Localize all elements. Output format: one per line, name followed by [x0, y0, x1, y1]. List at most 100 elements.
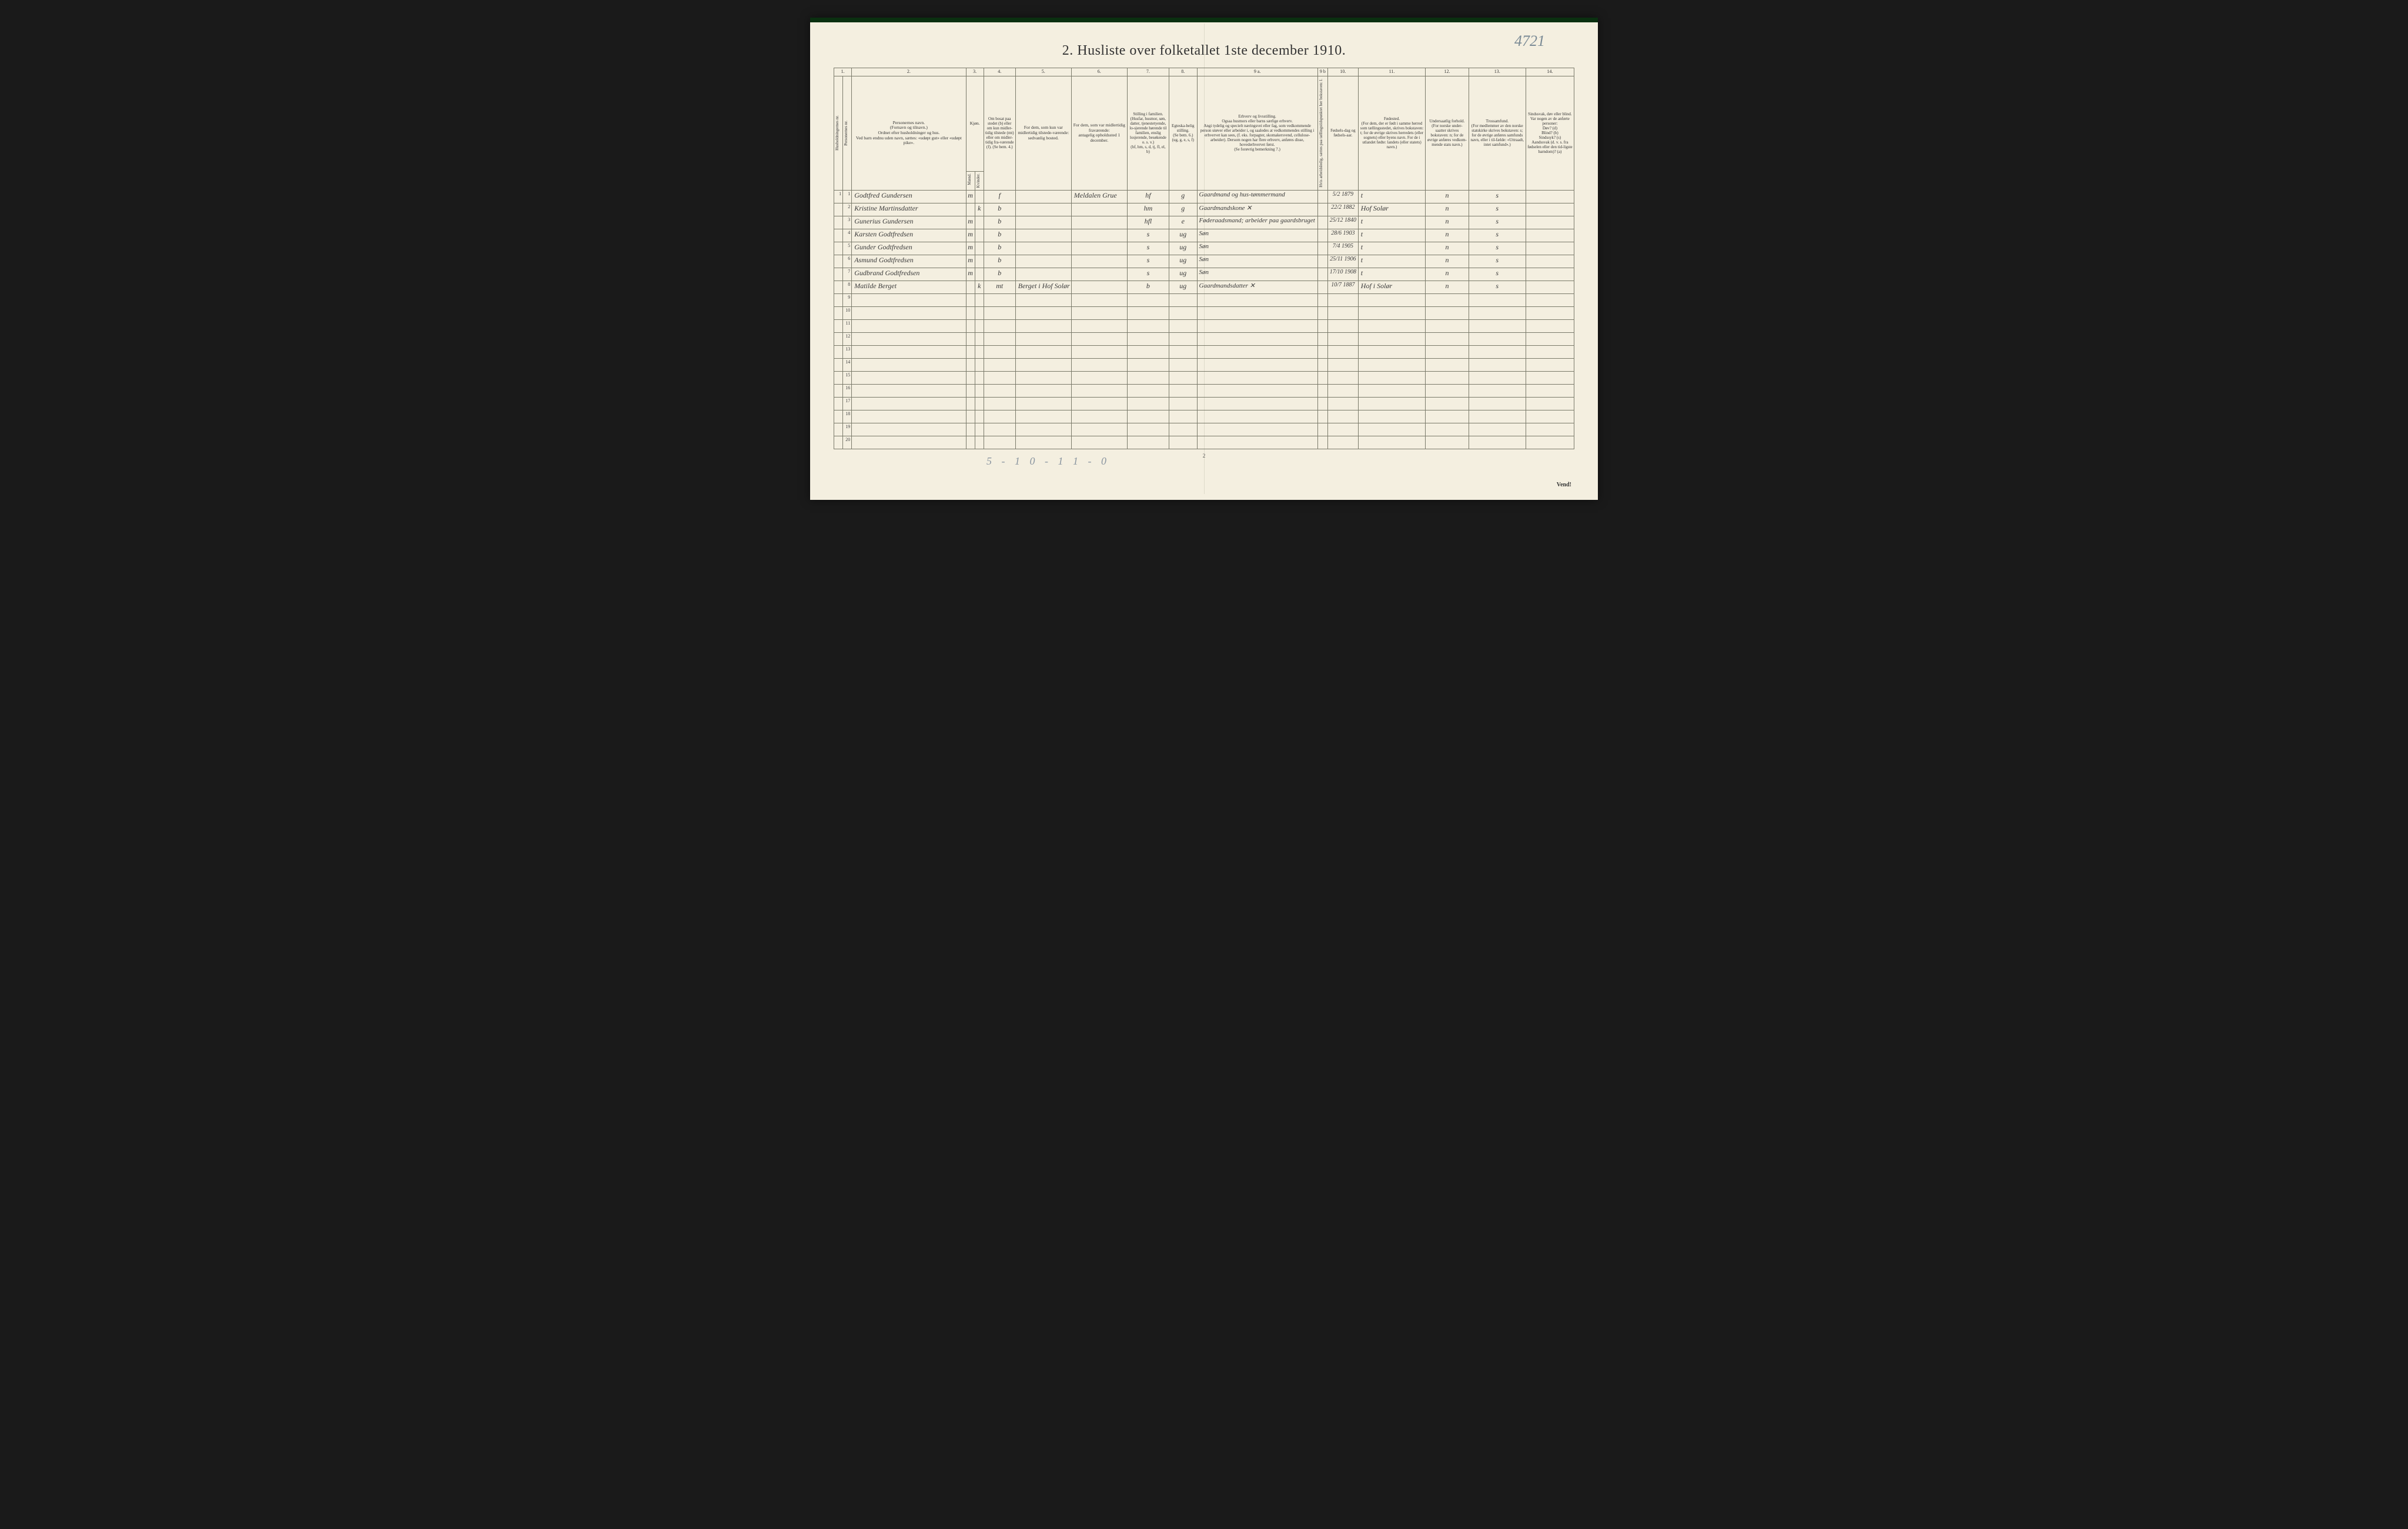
household-no	[834, 203, 843, 216]
colnum-12: 12.	[1426, 68, 1469, 76]
residence: b	[984, 216, 1015, 229]
head-person-no: Personernes nr.	[843, 76, 852, 191]
colnum-6: 6.	[1071, 68, 1127, 76]
sex-m: m	[966, 229, 975, 242]
nationality: n	[1426, 229, 1469, 242]
away-place: Meldalen Grue	[1071, 190, 1127, 203]
unemployed	[1317, 255, 1327, 268]
household-no	[834, 436, 843, 449]
household-no	[834, 281, 843, 293]
sex-m: m	[966, 242, 975, 255]
residence: b	[984, 203, 1015, 216]
birthdate: 17/10 1908	[1327, 268, 1358, 281]
religion: s	[1469, 281, 1526, 293]
residence: b	[984, 255, 1015, 268]
page-fold	[1204, 24, 1205, 494]
sex-k	[975, 255, 984, 268]
person-name: Kristine Martinsdatter	[852, 203, 966, 216]
unemployed	[1317, 190, 1327, 203]
person-no: 12	[843, 332, 852, 345]
person-no: 5	[843, 242, 852, 255]
person-name: Karsten Godtfredsen	[852, 229, 966, 242]
head-birthplace: Fødested. (For dem, der er født i samme …	[1358, 76, 1425, 191]
sex-m	[966, 203, 975, 216]
head-nationality: Undersaatlig forhold. (For norske under-…	[1426, 76, 1469, 191]
away-place	[1071, 203, 1127, 216]
person-no: 2	[843, 203, 852, 216]
person-no: 11	[843, 319, 852, 332]
person-name: Matilde Berget	[852, 281, 966, 293]
head-unemployed: Hvis arbeidsledig, sættes paa tællingsti…	[1317, 76, 1327, 191]
religion: s	[1469, 190, 1526, 203]
person-no: 4	[843, 229, 852, 242]
turn-over-label: Vend!	[1557, 482, 1571, 488]
infirmity	[1526, 203, 1574, 216]
sex-k: k	[975, 203, 984, 216]
colnum-1: 1.	[834, 68, 852, 76]
infirmity	[1526, 281, 1574, 293]
family-pos: s	[1127, 255, 1169, 268]
marital: ug	[1169, 229, 1198, 242]
away-place	[1071, 242, 1127, 255]
household-no	[834, 229, 843, 242]
birthplace: t	[1358, 229, 1425, 242]
infirmity	[1526, 242, 1574, 255]
occupation: Gaardmandsdatter ✕	[1197, 281, 1317, 293]
usual-place	[1015, 242, 1071, 255]
occupation: Søn	[1197, 255, 1317, 268]
family-pos: b	[1127, 281, 1169, 293]
sex-m: m	[966, 268, 975, 281]
head-infirmity: Sindssvak, døv eller blind. Var nogen av…	[1526, 76, 1574, 191]
unemployed	[1317, 203, 1327, 216]
unemployed	[1317, 242, 1327, 255]
birthdate: 25/11 1906	[1327, 255, 1358, 268]
colnum-2: 2.	[852, 68, 966, 76]
head-name: Personernes navn. (Fornavn og tilnavn.) …	[852, 76, 966, 191]
household-no	[834, 423, 843, 436]
unemployed	[1317, 216, 1327, 229]
colnum-7: 7.	[1127, 68, 1169, 76]
sex-k: k	[975, 281, 984, 293]
household-no	[834, 293, 843, 306]
head-family-pos: Stilling i familien. (Husfar, husmor, sø…	[1127, 76, 1169, 191]
colnum-13: 13.	[1469, 68, 1526, 76]
head-marital: Egteska-belig stilling. (Se bem. 6.) (ug…	[1169, 76, 1198, 191]
occupation: Søn	[1197, 268, 1317, 281]
residence: mt	[984, 281, 1015, 293]
birthplace: t	[1358, 242, 1425, 255]
infirmity	[1526, 268, 1574, 281]
away-place	[1071, 255, 1127, 268]
person-no: 17	[843, 397, 852, 410]
family-pos: hm	[1127, 203, 1169, 216]
religion: s	[1469, 216, 1526, 229]
head-occupation: Erhverv og livsstilling. Ogsaa husmors e…	[1197, 76, 1317, 191]
person-no: 18	[843, 410, 852, 423]
birthdate: 5/2 1879	[1327, 190, 1358, 203]
birthplace: t	[1358, 190, 1425, 203]
head-household-no: Husholdningernes nr.	[834, 76, 843, 191]
marital: ug	[1169, 242, 1198, 255]
occupation: Gaardmandskone ✕	[1197, 203, 1317, 216]
person-no: 8	[843, 281, 852, 293]
nationality: n	[1426, 242, 1469, 255]
residence: b	[984, 229, 1015, 242]
usual-place	[1015, 190, 1071, 203]
person-name: Godtfred Gundersen	[852, 190, 966, 203]
away-place	[1071, 229, 1127, 242]
infirmity	[1526, 255, 1574, 268]
colnum-14: 14.	[1526, 68, 1574, 76]
colnum-9a: 9 a.	[1197, 68, 1317, 76]
sex-m	[966, 281, 975, 293]
religion: s	[1469, 268, 1526, 281]
head-religion: Trossamfund. (For medlemmer av den norsk…	[1469, 76, 1526, 191]
residence: f	[984, 190, 1015, 203]
head-usual-place: For dem, som kun var midlertidig tilsted…	[1015, 76, 1071, 191]
sex-m: m	[966, 255, 975, 268]
head-away-place: For dem, som var midlertidig fraværende:…	[1071, 76, 1127, 191]
religion: s	[1469, 255, 1526, 268]
household-no	[834, 242, 843, 255]
colnum-4: 4.	[984, 68, 1015, 76]
family-pos: s	[1127, 268, 1169, 281]
infirmity	[1526, 190, 1574, 203]
occupation: Gaardmand og hus-tømmermand	[1197, 190, 1317, 203]
